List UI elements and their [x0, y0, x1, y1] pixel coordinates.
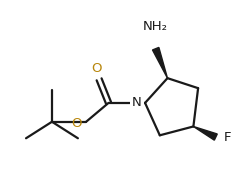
- Text: O: O: [71, 117, 81, 130]
- Text: NH₂: NH₂: [143, 20, 168, 33]
- Text: O: O: [91, 62, 101, 75]
- Polygon shape: [193, 126, 217, 140]
- Text: F: F: [224, 131, 231, 144]
- Text: N: N: [132, 96, 142, 109]
- Polygon shape: [153, 47, 167, 78]
